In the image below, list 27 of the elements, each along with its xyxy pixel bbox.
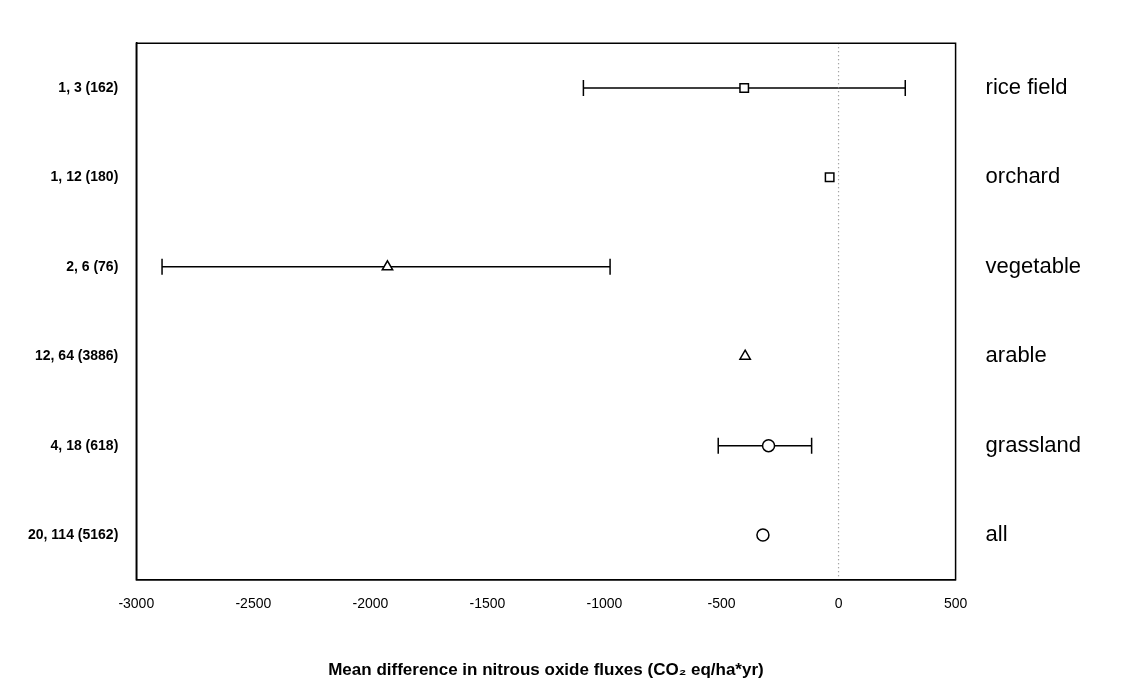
x-tick-label: -1000: [586, 595, 623, 612]
y2-tick-label: grassland: [985, 431, 1081, 457]
point: [739, 349, 752, 360]
point: [739, 82, 750, 93]
y2-tick-label: arable: [985, 342, 1047, 368]
point: [761, 438, 776, 453]
x-tick-label: -2500: [235, 595, 272, 612]
y-tick-label: 2, 6 (76): [66, 257, 119, 274]
x-tick-label: -3000: [118, 595, 155, 612]
point: [381, 260, 394, 271]
y-tick-label: 1, 12 (180): [50, 168, 119, 185]
point: [824, 172, 835, 183]
x-tick-label: 0: [834, 595, 843, 612]
y-tick-label: 12, 64 (3886): [35, 347, 119, 364]
x-tick-label: -2000: [352, 595, 389, 612]
point: [756, 528, 770, 542]
y2-tick-label: vegetable: [985, 252, 1082, 278]
x-tick-label: -500: [707, 595, 736, 612]
x-tick-label: 500: [943, 595, 968, 612]
y2-tick-label: orchard: [985, 163, 1061, 189]
x-axis-title: Mean difference in nitrous oxide fluxes (CO₂ eq/ha*yr): [328, 660, 764, 680]
x-tick-label: -1500: [469, 595, 506, 612]
y-tick-label: 20, 114 (5162): [28, 525, 119, 542]
y2-tick-label: rice field: [985, 73, 1068, 99]
y-tick-label: 1, 3 (162): [58, 78, 119, 95]
y2-tick-label: all: [985, 521, 1008, 547]
y-tick-label: 4, 18 (618): [50, 436, 119, 453]
